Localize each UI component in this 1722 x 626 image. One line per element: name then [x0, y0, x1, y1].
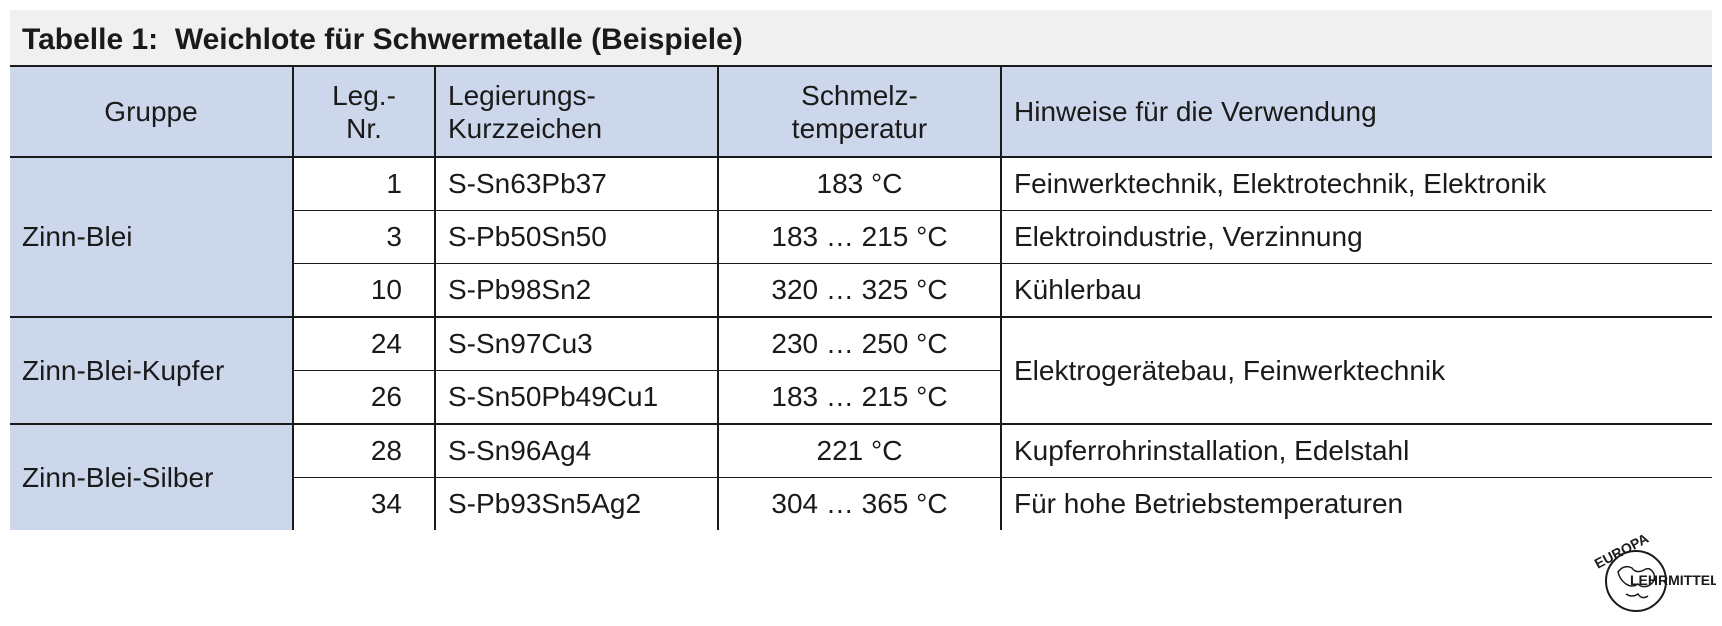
temp-cell: 230 … 250 °C: [717, 317, 1001, 371]
table-row: 34 S-Pb93Sn5Ag2 304 … 365 °C Für hohe Be…: [10, 477, 1712, 530]
note-cell: Elektroindustrie, Verzinnung: [1000, 210, 1712, 264]
group-cell-zinn-blei-silber: Zinn-Blei-Silber: [10, 424, 293, 530]
temp-cell: 320 … 325 °C: [717, 263, 1001, 318]
group-cell-zinn-blei-kupfer: Zinn-Blei-Kupfer: [10, 317, 293, 425]
temp-cell: 183 … 215 °C: [717, 210, 1001, 264]
table-row: Zinn-Blei-Silber 28 S-Sn96Ag4 221 °C Kup…: [10, 424, 1712, 530]
temp-cell: 183 °C: [717, 157, 1001, 211]
temp-cell: 183 … 215 °C: [717, 370, 1001, 425]
table-row: 26 S-Sn50Pb49Cu1 183 … 215 °C: [10, 370, 1712, 425]
column-header-schmelztemperatur: Schmelz- temperatur: [717, 65, 1001, 158]
column-header-hinweise: Hinweise für die Verwendung: [1000, 65, 1712, 158]
note-cell-shared: Elektrogerätebau, Feinwerktechnik: [1000, 317, 1712, 425]
table-row: Zinn-Blei 1 S-Sn63Pb37 183 °C Feinwerkte…: [10, 157, 1712, 318]
header-row: Gruppe Leg.- Nr. Legierungs- Kurzzeichen…: [10, 65, 1712, 158]
table-row: 3 S-Pb50Sn50 183 … 215 °C Elektroindustr…: [10, 210, 1712, 264]
column-header-leg-nr: Leg.- Nr.: [292, 65, 435, 158]
temp-cell: 221 °C: [717, 424, 1001, 478]
column-header-gruppe: Gruppe: [10, 65, 293, 158]
table-title: Tabelle 1: Weichlote für Schwermetalle (…: [22, 23, 743, 56]
leg-nr-cell: 28: [292, 424, 435, 478]
note-cell: Kupferrohrinstallation, Edelstahl: [1000, 424, 1712, 478]
leg-nr-cell: 34: [292, 477, 435, 530]
code-cell: S-Sn63Pb37: [434, 157, 718, 211]
code-cell: S-Pb93Sn5Ag2: [434, 477, 718, 530]
table-row: Zinn-Blei-Kupfer 24 S-Sn97Cu3 230 … 250 …: [10, 317, 1712, 425]
code-cell: S-Pb98Sn2: [434, 263, 718, 318]
code-cell: S-Sn97Cu3: [434, 317, 718, 371]
table-row: 10 S-Pb98Sn2 320 … 325 °C Kühlerbau: [10, 263, 1712, 318]
note-cell: Kühlerbau: [1000, 263, 1712, 318]
group-cell-zinn-blei: Zinn-Blei: [10, 157, 293, 318]
leg-nr-cell: 26: [292, 370, 435, 425]
table-panel: Tabelle 1: Weichlote für Schwermetalle (…: [10, 10, 1712, 530]
note-cell: Für hohe Betriebstemperaturen: [1000, 477, 1712, 530]
note-cell: Feinwerktechnik, Elektrotechnik, Elektro…: [1000, 157, 1712, 211]
column-header-kurzzeichen: Legierungs- Kurzzeichen: [434, 65, 718, 158]
europa-lehrmittel-logo: EUROPA LEHRMITTEL: [1592, 532, 1716, 612]
solder-table: Gruppe Leg.- Nr. Legierungs- Kurzzeichen…: [10, 65, 1712, 530]
leg-nr-cell: 10: [292, 263, 435, 318]
temp-cell: 304 … 365 °C: [717, 477, 1001, 530]
logo-text-bottom: LEHRMITTEL: [1630, 572, 1716, 588]
leg-nr-cell: 24: [292, 317, 435, 371]
code-cell: S-Sn50Pb49Cu1: [434, 370, 718, 425]
leg-nr-cell: 3: [292, 210, 435, 264]
code-cell: S-Pb50Sn50: [434, 210, 718, 264]
leg-nr-cell: 1: [292, 157, 435, 211]
code-cell: S-Sn96Ag4: [434, 424, 718, 478]
